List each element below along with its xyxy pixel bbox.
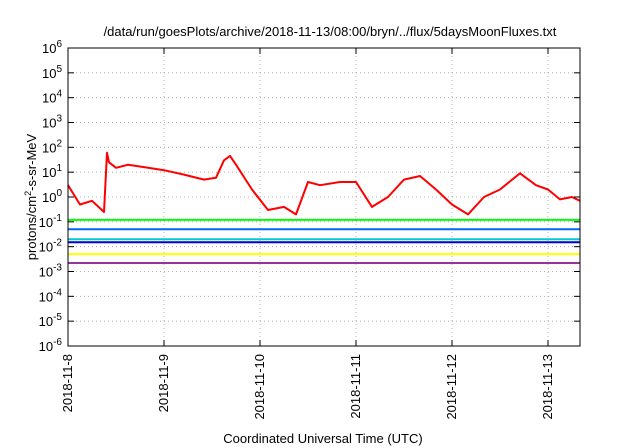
y-tick-label: 10-3 [39, 263, 63, 280]
y-axis-label-unit: -s-sr-MeV [24, 133, 39, 190]
x-tick-label: 2018-11-13 [540, 354, 555, 420]
y-tick-label: 103 [42, 114, 62, 131]
chart-title: /data/run/goesPlots/archive/2018-11-13/0… [104, 24, 557, 39]
y-tick-label: 10-6 [39, 337, 63, 354]
x-tick-label: 2018-11-8 [60, 354, 75, 412]
y-tick-label: 100 [42, 188, 62, 205]
y-tick-label: 105 [42, 64, 62, 81]
y-tick-label: 10-2 [39, 238, 63, 255]
y-tick-label: 10-1 [39, 213, 63, 230]
y-axis-label-main: protons/cm [24, 196, 39, 260]
x-tick-label: 2018-11-9 [156, 354, 171, 412]
x-tick-label: 2018-11-12 [444, 354, 459, 420]
svg-text:protons/cm2-s-sr-MeV: protons/cm2-s-sr-MeV [23, 133, 39, 260]
y-tick-label: 10-5 [39, 312, 63, 329]
series-line [67, 151, 581, 216]
x-tick-label: 2018-11-10 [252, 354, 267, 420]
series-group [67, 151, 581, 264]
y-axis-label-superscript: 2 [23, 191, 33, 196]
x-axis-label: Coordinated Universal Time (UTC) [223, 431, 422, 446]
y-tick-label: 104 [42, 89, 62, 106]
y-tick-label: 101 [42, 163, 62, 180]
x-axis-ticks: 2018-11-8 2018-11-9 2018-11-10 2018-11-11 20… [60, 48, 555, 420]
y-tick-label: 106 [42, 39, 62, 56]
y-axis-ticks: 10-6 10-5 10-4 10-3 10-2 10-1 100 101 102 103 104 1… [39, 39, 580, 354]
x-tick-label: 2018-11-11 [348, 354, 363, 419]
y-tick-label: 102 [42, 138, 62, 155]
y-axis-label: protons/cm2-s-sr-MeV [23, 133, 39, 260]
grid [68, 48, 580, 346]
y-tick-label: 10-4 [39, 287, 63, 304]
